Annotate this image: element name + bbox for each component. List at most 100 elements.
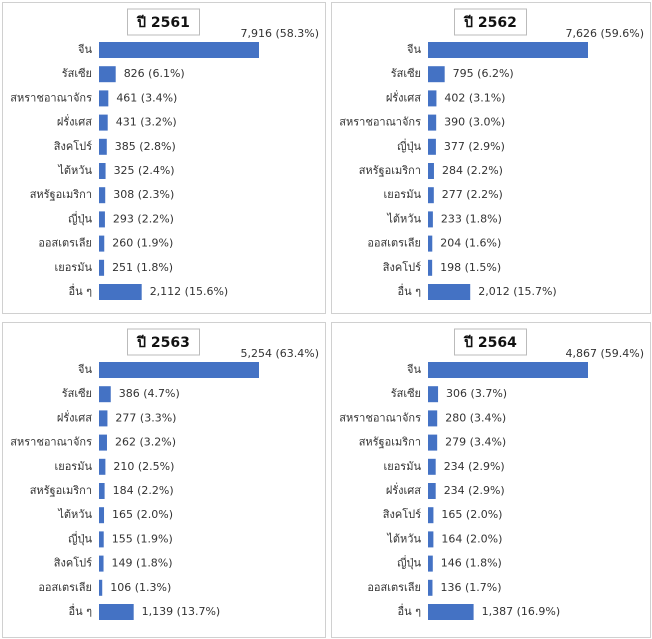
value-label: 279 (3.4%) bbox=[445, 436, 506, 449]
bar bbox=[428, 434, 438, 451]
title-box bbox=[454, 328, 527, 356]
value-label: 234 (2.9%) bbox=[444, 460, 505, 473]
bar bbox=[428, 531, 434, 548]
bar bbox=[99, 42, 259, 58]
bar bbox=[428, 42, 588, 58]
title-box bbox=[127, 8, 200, 36]
category-label: ออสเตรเลีย bbox=[367, 237, 421, 250]
bar bbox=[428, 163, 434, 179]
category-label: เยอรมัน bbox=[55, 261, 93, 274]
value-label: 280 (3.4%) bbox=[445, 411, 506, 424]
category-label: ไต้หวัน bbox=[57, 164, 92, 177]
bar bbox=[428, 604, 474, 620]
value-label: 308 (2.3%) bbox=[113, 188, 174, 201]
bar bbox=[99, 187, 106, 204]
bar bbox=[99, 434, 107, 451]
category-label: อื่น ๆ bbox=[68, 603, 92, 618]
bar bbox=[99, 458, 106, 475]
chart-title: ปี 2564 bbox=[463, 335, 517, 351]
category-label: สหรัฐอเมริกา bbox=[30, 188, 92, 201]
value-label: 165 (2.0%) bbox=[441, 508, 502, 521]
category-label: สิงคโปร์ bbox=[382, 507, 421, 521]
bar bbox=[428, 114, 437, 131]
value-label: 306 (3.7%) bbox=[446, 387, 507, 400]
value-label: 277 (2.2%) bbox=[442, 188, 503, 201]
bar bbox=[99, 284, 142, 300]
value-label: 5,254 (63.4%) bbox=[240, 347, 319, 360]
category-label: ญี่ปุ่น bbox=[397, 138, 421, 153]
value-label: 165 (2.0%) bbox=[112, 508, 173, 521]
bar bbox=[99, 604, 134, 620]
category-label: รัสเซีย bbox=[391, 387, 421, 400]
bar bbox=[99, 163, 106, 179]
value-label: 431 (3.2%) bbox=[116, 116, 177, 129]
value-label: 106 (1.3%) bbox=[110, 581, 171, 594]
bar bbox=[428, 410, 438, 427]
bar bbox=[428, 386, 439, 403]
bar bbox=[428, 138, 436, 155]
bar bbox=[99, 507, 105, 524]
value-label: 210 (2.5%) bbox=[113, 460, 174, 473]
value-label: 461 (3.4%) bbox=[116, 91, 177, 104]
value-label: 4,867 (59.4%) bbox=[565, 347, 644, 360]
bar bbox=[99, 362, 259, 378]
value-label: 277 (3.3%) bbox=[115, 411, 176, 424]
bar bbox=[99, 211, 105, 228]
value-label: 325 (2.4%) bbox=[114, 164, 175, 177]
category-label: ออสเตรเลีย bbox=[38, 237, 92, 250]
value-label: 136 (1.7%) bbox=[440, 581, 501, 594]
value-label: 233 (1.8%) bbox=[441, 212, 502, 225]
title-box bbox=[127, 328, 200, 356]
category-label: ออสเตรเลีย bbox=[367, 581, 421, 594]
value-label: 234 (2.9%) bbox=[444, 484, 505, 497]
category-label: สหราชอาณาจักร bbox=[339, 116, 421, 129]
category-label: ญี่ปุ่น bbox=[68, 210, 92, 225]
value-label: 402 (3.1%) bbox=[444, 91, 505, 104]
bar bbox=[428, 507, 434, 524]
bar bbox=[99, 483, 105, 499]
value-label: 184 (2.2%) bbox=[113, 484, 174, 497]
bar bbox=[428, 187, 434, 204]
value-label: 155 (1.9%) bbox=[112, 532, 173, 545]
bar bbox=[428, 90, 437, 107]
value-label: 164 (2.0%) bbox=[441, 532, 502, 545]
bar bbox=[99, 259, 105, 276]
bar bbox=[428, 483, 436, 499]
value-label: 2,112 (15.6%) bbox=[150, 285, 229, 298]
category-label: จีน bbox=[406, 363, 421, 376]
category-label: ไต้หวัน bbox=[386, 212, 421, 225]
category-label: ญี่ปุ่น bbox=[68, 530, 92, 545]
bar bbox=[99, 555, 104, 572]
chart-title: ปี 2561 bbox=[136, 15, 190, 31]
value-label: 293 (2.2%) bbox=[113, 212, 174, 225]
bar bbox=[99, 235, 105, 252]
category-label: เยอรมัน bbox=[384, 460, 422, 473]
value-label: 377 (2.9%) bbox=[444, 140, 505, 153]
category-label: เยอรมัน bbox=[55, 460, 93, 473]
bar bbox=[428, 362, 588, 378]
value-label: 7,626 (59.6%) bbox=[565, 27, 644, 40]
bar bbox=[99, 579, 103, 596]
category-label: ญี่ปุ่น bbox=[397, 555, 421, 570]
category-label: รัสเซีย bbox=[62, 67, 92, 80]
chart-title: ปี 2563 bbox=[136, 335, 190, 351]
bar bbox=[99, 138, 107, 155]
category-label: รัสเซีย bbox=[391, 67, 421, 80]
value-label: 260 (1.9%) bbox=[112, 237, 173, 250]
category-label: เยอรมัน bbox=[384, 188, 422, 201]
value-label: 7,916 (58.3%) bbox=[240, 27, 319, 40]
category-label: สหรัฐอเมริกา bbox=[30, 484, 92, 497]
value-label: 149 (1.8%) bbox=[112, 557, 173, 570]
value-label: 198 (1.5%) bbox=[440, 261, 501, 274]
category-label: ไต้หวัน bbox=[57, 508, 92, 521]
category-label: จีน bbox=[77, 43, 92, 56]
bar bbox=[428, 66, 445, 83]
bar bbox=[428, 235, 433, 252]
bar bbox=[99, 114, 108, 131]
value-label: 2,012 (15.7%) bbox=[478, 285, 557, 298]
bar bbox=[99, 66, 116, 83]
category-label: สหรัฐอเมริกา bbox=[359, 436, 421, 449]
value-label: 1,387 (16.9%) bbox=[482, 605, 561, 618]
bar bbox=[428, 259, 433, 276]
value-label: 146 (1.8%) bbox=[441, 557, 502, 570]
